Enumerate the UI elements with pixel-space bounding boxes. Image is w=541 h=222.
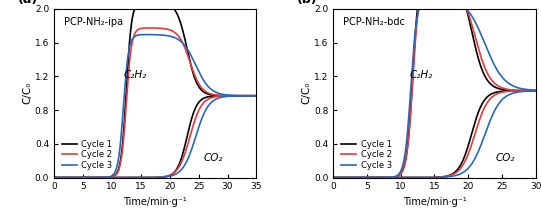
Cycle 2 bbox=[506, 88, 513, 91]
Cycle 1 bbox=[86, 176, 93, 179]
Line: Cycle 1: Cycle 1 bbox=[333, 0, 536, 178]
Cycle 1 bbox=[529, 89, 535, 92]
Cycle 2 bbox=[137, 27, 144, 30]
Cycle 3 bbox=[51, 176, 57, 179]
Text: CO₂: CO₂ bbox=[496, 153, 515, 163]
Legend: Cycle 1, Cycle 2, Cycle 3: Cycle 1, Cycle 2, Cycle 3 bbox=[62, 140, 113, 170]
Text: PCP-NH₂-bdc: PCP-NH₂-bdc bbox=[344, 17, 405, 27]
Line: Cycle 3: Cycle 3 bbox=[333, 0, 536, 178]
Cycle 2 bbox=[227, 94, 234, 97]
Cycle 2 bbox=[253, 94, 260, 97]
Y-axis label: C/C₀: C/C₀ bbox=[301, 82, 311, 105]
Y-axis label: C/C₀: C/C₀ bbox=[22, 82, 32, 105]
Cycle 3 bbox=[137, 33, 144, 36]
Cycle 3 bbox=[74, 176, 81, 179]
Cycle 1 bbox=[227, 94, 234, 97]
Line: Cycle 2: Cycle 2 bbox=[54, 28, 256, 178]
Cycle 3 bbox=[227, 94, 234, 97]
Cycle 2 bbox=[529, 89, 535, 92]
Cycle 3 bbox=[86, 176, 93, 179]
Cycle 1 bbox=[253, 94, 260, 97]
Legend: Cycle 1, Cycle 2, Cycle 3: Cycle 1, Cycle 2, Cycle 3 bbox=[341, 140, 392, 170]
Cycle 1 bbox=[249, 94, 256, 97]
Cycle 2 bbox=[330, 176, 337, 179]
Cycle 3 bbox=[407, 86, 414, 88]
Cycle 2 bbox=[532, 89, 539, 92]
Cycle 3 bbox=[365, 176, 372, 179]
Cycle 2 bbox=[74, 176, 81, 179]
Cycle 1 bbox=[365, 176, 372, 179]
Cycle 2 bbox=[128, 44, 135, 47]
Cycle 1 bbox=[128, 21, 135, 24]
X-axis label: Time/min·g⁻¹: Time/min·g⁻¹ bbox=[403, 197, 466, 207]
Cycle 1 bbox=[407, 105, 414, 108]
Cycle 3 bbox=[532, 89, 539, 91]
Cycle 2 bbox=[365, 176, 372, 179]
Cycle 1 bbox=[74, 176, 81, 179]
Line: Cycle 3: Cycle 3 bbox=[54, 35, 256, 178]
Cycle 3 bbox=[253, 94, 260, 97]
Cycle 1 bbox=[146, 0, 152, 3]
Cycle 3 bbox=[417, 6, 423, 8]
Cycle 3 bbox=[353, 176, 360, 179]
Cycle 2 bbox=[86, 176, 93, 179]
X-axis label: Time/min·g⁻¹: Time/min·g⁻¹ bbox=[123, 197, 187, 207]
Cycle 3 bbox=[529, 89, 535, 91]
Text: PCP-NH₂-ipa: PCP-NH₂-ipa bbox=[64, 17, 123, 27]
Cycle 1 bbox=[51, 176, 57, 179]
Text: C₂H₂: C₂H₂ bbox=[410, 70, 433, 80]
Text: (b): (b) bbox=[297, 0, 318, 6]
Line: Cycle 2: Cycle 2 bbox=[333, 0, 536, 178]
Text: CO₂: CO₂ bbox=[203, 153, 223, 163]
Cycle 2 bbox=[51, 176, 57, 179]
Cycle 3 bbox=[128, 39, 135, 42]
Cycle 1 bbox=[330, 176, 337, 179]
Cycle 3 bbox=[249, 94, 256, 97]
Cycle 3 bbox=[506, 83, 513, 85]
Cycle 3 bbox=[330, 176, 337, 179]
Cycle 2 bbox=[407, 109, 414, 112]
Cycle 1 bbox=[506, 89, 513, 92]
Cycle 2 bbox=[146, 27, 153, 29]
Cycle 2 bbox=[249, 94, 256, 97]
Text: (a): (a) bbox=[18, 0, 38, 6]
Cycle 2 bbox=[417, 0, 423, 2]
Cycle 1 bbox=[353, 176, 360, 179]
Cycle 2 bbox=[353, 176, 360, 179]
Cycle 3 bbox=[143, 33, 149, 36]
Cycle 1 bbox=[137, 1, 144, 4]
Line: Cycle 1: Cycle 1 bbox=[54, 2, 256, 178]
Text: C₂H₂: C₂H₂ bbox=[123, 70, 147, 80]
Cycle 1 bbox=[532, 89, 539, 92]
